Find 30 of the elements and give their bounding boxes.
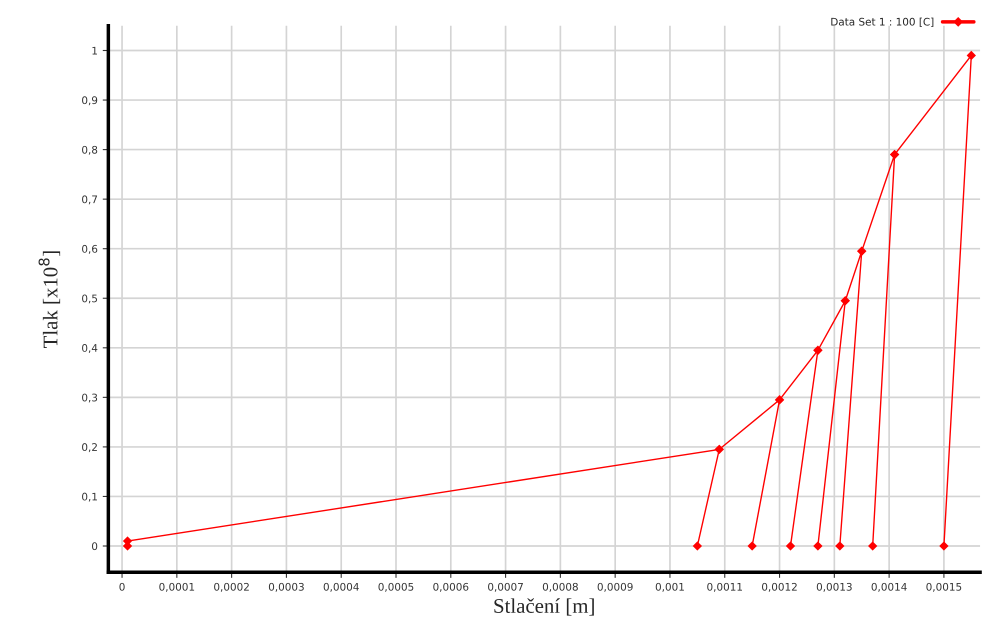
x-tick-label: 0,0001 <box>159 582 194 592</box>
y-tick-label: 0,8 <box>82 146 98 155</box>
y-tick-label: 0,5 <box>82 294 98 304</box>
x-axis-title: Stlačení [m] <box>494 598 594 616</box>
x-tick-label: 0,0011 <box>707 582 742 592</box>
x-tick-label: 0,0007 <box>488 582 523 592</box>
x-tick-label: 0,0008 <box>542 582 578 592</box>
x-tick-label: 0,0006 <box>433 582 468 592</box>
y-tick-label: 0,6 <box>82 244 98 254</box>
x-tick-label: 0,0014 <box>872 582 907 592</box>
y-tick-label: 0,4 <box>82 344 98 353</box>
x-tick-label: 0,0002 <box>214 582 249 592</box>
x-tick-label: 0,001 <box>656 582 684 592</box>
x-tick-label: 0,0015 <box>926 582 962 592</box>
y-tick-label: 1 <box>92 46 97 54</box>
y-tick-label: 0,3 <box>82 394 98 403</box>
y-tick-label: 0,7 <box>82 195 98 204</box>
y-axis-title: Tlak [x10$^{8}$] <box>38 251 60 348</box>
x-tick-label: 0,0013 <box>816 582 852 592</box>
x-tick-label: 0 <box>119 582 125 591</box>
y-tick-label: 0 <box>92 542 98 550</box>
legend-label: Data Set 1 : 100 [C] <box>831 18 934 27</box>
y-tick-label: 0,9 <box>82 96 98 106</box>
x-tick-label: 0,0005 <box>378 582 414 592</box>
x-tick-label: 0,0003 <box>268 582 304 592</box>
y-tick-label: 0,1 <box>82 492 97 502</box>
x-tick-label: 0,0012 <box>762 582 797 592</box>
x-tick-label: 0,0004 <box>324 582 359 592</box>
x-tick-label: 0,0009 <box>598 582 633 592</box>
y-tick-label: 0,2 <box>82 443 97 452</box>
